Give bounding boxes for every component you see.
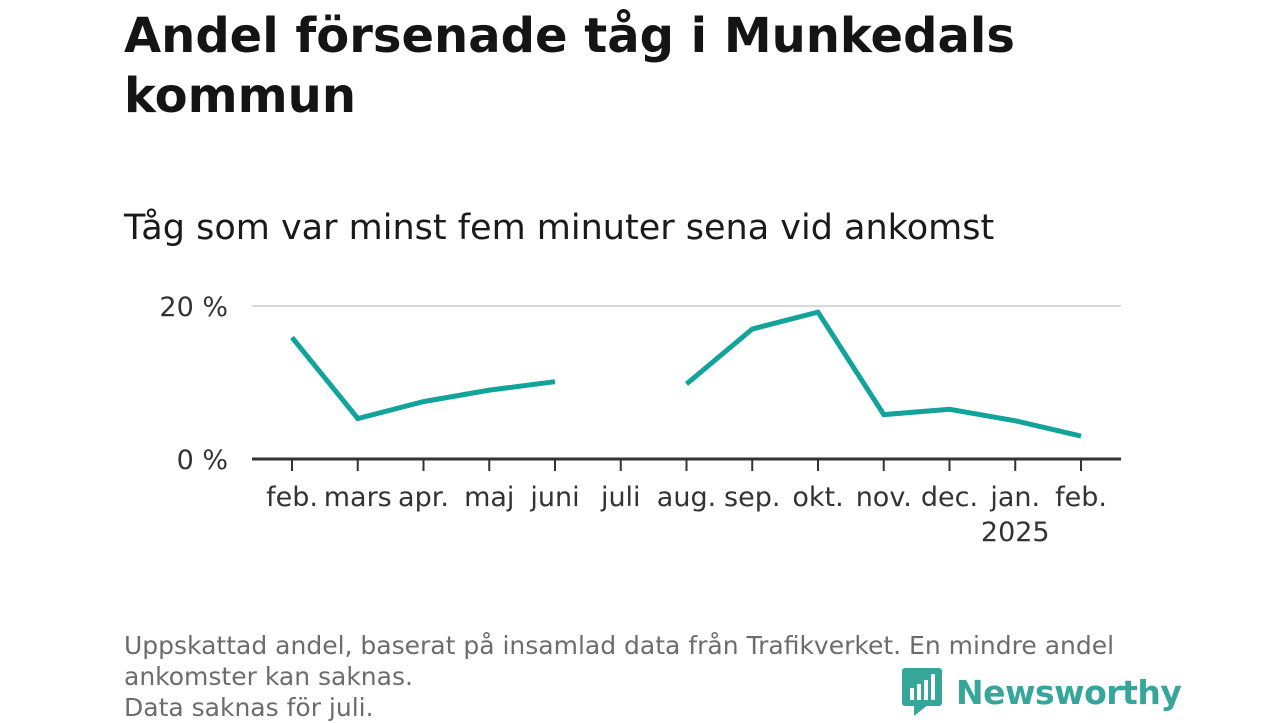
x-tick-sublabel: 2025: [981, 517, 1050, 548]
x-tick-label: feb.: [1055, 482, 1107, 513]
footnote-line-3: Data saknas för juli.: [124, 693, 374, 722]
series-line-segment-2: [684, 309, 1082, 439]
x-axis-labels: feb. mars apr. maj juni juli aug. sep. okt. nov. d…: [266, 482, 1107, 548]
x-tick-label: nov.: [856, 482, 912, 513]
footnote-line-2: ankomster kan saknas.: [124, 662, 413, 691]
brand-name: Newsworthy: [956, 672, 1182, 712]
x-axis: [252, 457, 1121, 471]
chart-subtitle: Tåg som var minst fem minuter sena vid a…: [124, 208, 995, 248]
y-tick-label: 20 %: [159, 292, 228, 323]
line-chart: 0 %20 % feb. mars apr. maj juni juli aug. sep. o…: [159, 292, 1121, 548]
series-line-segment-1: [290, 335, 556, 422]
y-axis-labels: 0 % 20 %: [159, 292, 228, 476]
series-lines: [290, 309, 1082, 439]
x-tick-label: dec.: [921, 482, 978, 513]
x-tick-label: mars: [324, 482, 392, 513]
x-tick-label: okt.: [792, 482, 843, 513]
x-tick-label: aug.: [657, 482, 716, 513]
x-tick-label: feb.: [266, 482, 318, 513]
brand-logo: Newsworthy: [902, 668, 1182, 716]
x-tick-label: maj: [464, 482, 514, 513]
x-tick-label: apr.: [398, 482, 449, 513]
footnote-line-1: Uppskattad andel, baserat på insamlad da…: [124, 631, 1115, 660]
x-tick-label: sep.: [724, 482, 780, 513]
y-tick-label: 0 %: [177, 445, 228, 476]
x-tick-label: juni: [529, 482, 579, 513]
footnote: Uppskattad andel, baserat på insamlad da…: [124, 630, 1164, 723]
newsworthy-logo-icon: [902, 668, 942, 716]
chart-title: Andel försenade tåg i Munkedals kommun: [124, 8, 1015, 124]
x-tick-label: juli: [600, 482, 641, 513]
x-tick-label: jan.: [989, 482, 1040, 513]
